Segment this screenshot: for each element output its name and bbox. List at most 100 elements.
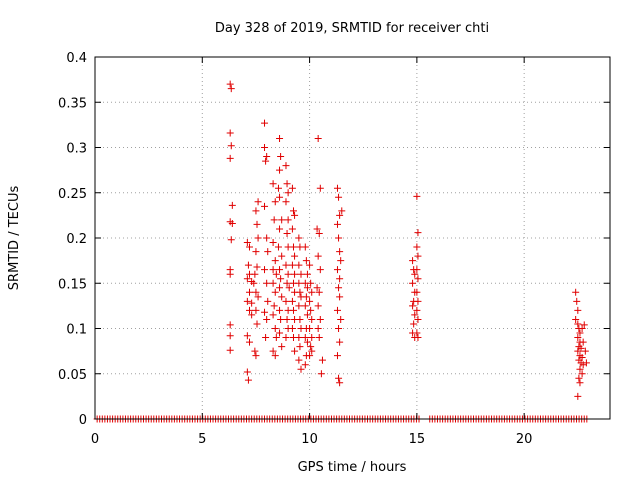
data-point bbox=[227, 236, 235, 244]
data-point bbox=[276, 134, 284, 142]
data-point bbox=[337, 257, 345, 265]
data-point bbox=[263, 315, 271, 323]
data-point bbox=[333, 220, 341, 228]
data-point bbox=[579, 361, 587, 369]
data-point bbox=[288, 325, 296, 332]
data-point bbox=[308, 347, 316, 355]
data-point bbox=[274, 243, 282, 251]
data-point bbox=[576, 379, 584, 387]
data-point bbox=[313, 284, 321, 292]
data-point bbox=[413, 329, 421, 337]
data-point bbox=[253, 263, 261, 271]
data-point bbox=[282, 334, 290, 342]
data-point bbox=[297, 270, 305, 278]
data-point bbox=[306, 261, 314, 269]
data-point bbox=[244, 376, 252, 384]
data-point bbox=[410, 320, 418, 328]
data-point bbox=[270, 302, 278, 310]
data-point bbox=[336, 275, 344, 283]
data-point bbox=[276, 225, 284, 233]
data-point bbox=[269, 239, 277, 247]
data-point bbox=[314, 325, 322, 332]
data-point bbox=[316, 266, 324, 274]
data-point bbox=[288, 184, 296, 192]
data-point bbox=[261, 266, 269, 274]
data-point bbox=[288, 297, 296, 305]
data-point bbox=[333, 266, 341, 274]
data-point bbox=[243, 368, 251, 376]
data-point bbox=[576, 365, 584, 373]
data-point bbox=[574, 334, 582, 342]
data-point bbox=[252, 352, 260, 360]
data-point bbox=[254, 234, 262, 242]
data-point bbox=[306, 352, 314, 360]
data-point bbox=[413, 288, 421, 296]
data-point bbox=[306, 297, 314, 305]
data-point bbox=[271, 257, 279, 265]
grid bbox=[95, 57, 610, 419]
data-point bbox=[261, 144, 269, 151]
data-point bbox=[262, 157, 270, 165]
data-point bbox=[411, 311, 419, 319]
data-point bbox=[283, 180, 291, 188]
data-point bbox=[413, 243, 421, 251]
data-point bbox=[333, 184, 341, 192]
data-point bbox=[413, 306, 421, 314]
data-point bbox=[315, 229, 323, 237]
data-point bbox=[263, 234, 271, 242]
x-tick-label: 10 bbox=[301, 432, 318, 447]
data-point bbox=[251, 347, 259, 355]
data-point bbox=[226, 154, 234, 162]
data-point bbox=[226, 321, 234, 329]
data-point bbox=[252, 288, 260, 296]
data-point bbox=[413, 266, 421, 274]
data-point bbox=[261, 308, 269, 316]
data-point bbox=[254, 293, 262, 301]
data-point bbox=[307, 343, 315, 351]
data-point bbox=[291, 211, 299, 219]
chart-title: Day 328 of 2019, SRMTID for receiver cht… bbox=[215, 21, 489, 36]
data-point bbox=[316, 315, 324, 323]
data-point bbox=[226, 129, 234, 137]
data-point bbox=[336, 211, 344, 219]
data-point bbox=[295, 334, 303, 342]
data-point bbox=[272, 270, 280, 278]
data-point bbox=[335, 374, 343, 382]
data-point bbox=[278, 293, 286, 301]
data-point bbox=[307, 279, 315, 287]
data-point bbox=[289, 306, 297, 314]
data-point bbox=[337, 315, 345, 323]
y-tick-label: 0.3 bbox=[66, 142, 87, 157]
data-point bbox=[314, 302, 322, 310]
data-point bbox=[582, 359, 590, 367]
data-point bbox=[277, 275, 285, 283]
data-point bbox=[306, 325, 314, 332]
data-point bbox=[284, 216, 292, 224]
data-point bbox=[276, 166, 284, 174]
data-point bbox=[269, 347, 277, 355]
y-tick-label: 0.25 bbox=[58, 187, 87, 202]
data-point bbox=[575, 374, 583, 382]
data-point bbox=[414, 334, 422, 342]
data-point bbox=[313, 225, 321, 233]
data-point bbox=[574, 392, 582, 400]
data-point bbox=[261, 119, 269, 127]
data-point bbox=[335, 284, 343, 292]
data-point bbox=[336, 293, 344, 301]
data-point bbox=[574, 347, 582, 355]
data-point bbox=[284, 270, 292, 278]
data-point bbox=[414, 315, 422, 323]
data-point bbox=[271, 325, 279, 332]
data-point bbox=[581, 347, 589, 355]
data-point bbox=[296, 288, 304, 296]
y-tick-label: 0.15 bbox=[58, 277, 87, 292]
data-point bbox=[251, 270, 259, 278]
data-point bbox=[254, 198, 262, 206]
data-point bbox=[252, 306, 260, 314]
data-point bbox=[270, 216, 278, 224]
data-point bbox=[288, 261, 296, 269]
data-point bbox=[295, 302, 303, 310]
data-point bbox=[248, 299, 256, 307]
data-point bbox=[285, 284, 293, 292]
